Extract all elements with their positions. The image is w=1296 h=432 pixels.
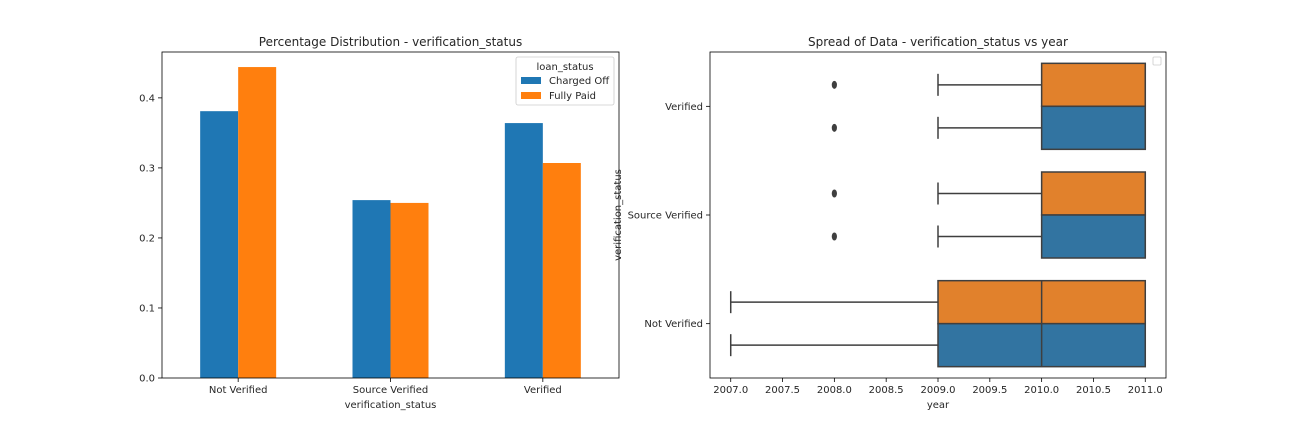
y-tick-label-verified: Verified (665, 102, 703, 113)
y-tick-label: 0.2 (139, 233, 155, 244)
box-plot-y-axis-label: verification_status (613, 169, 624, 261)
x-tick-label: 2009.5 (972, 385, 1007, 396)
bar-fully-paid-source-verified (390, 202, 429, 378)
box-plot-legend-empty (1152, 56, 1162, 66)
x-tick-label: 2008.5 (869, 385, 904, 396)
bar-fully-paid-not-verified (238, 67, 277, 378)
bar-chart-frame (161, 51, 620, 379)
x-tick-label: 2011.0 (1128, 385, 1163, 396)
box-verified-upper-iqr (1040, 62, 1147, 108)
legend-swatch-fully-paid (521, 92, 541, 99)
bar-chart-legend: loan_status Charged Off Fully Paid (515, 56, 615, 106)
y-tick-label-source-verified: Source Verified (628, 211, 703, 222)
box-verified-lower-iqr (1040, 105, 1147, 151)
bar-charged-off-not-verified (200, 111, 239, 378)
box-source-verified-upper-outlier (831, 189, 837, 198)
x-tick-label-not-verified: Not Verified (209, 385, 268, 396)
legend-label-charged-off: Charged Off (549, 76, 610, 87)
bar-chart-plot-area: Not Verified Source Verified Verified 0.0 0.… (139, 67, 581, 396)
box-source-verified-lower-iqr (1040, 214, 1147, 259)
y-tick-label: 0.1 (139, 303, 155, 314)
bar-fully-paid-verified (542, 163, 581, 378)
y-tick-label-not-verified: Not Verified (644, 319, 703, 330)
bar-chart-x-axis-label: verification_status (345, 400, 437, 411)
box-verified-lower-outlier (831, 123, 837, 132)
box-plot-frame (709, 51, 1167, 379)
x-tick-label: 2009.0 (921, 385, 956, 396)
x-tick-label-verified: Verified (524, 385, 562, 396)
box-verified-upper-outlier (831, 80, 837, 89)
x-tick-label: 2010.0 (1024, 385, 1059, 396)
box-source-verified-lower-outlier (831, 232, 837, 241)
bar-chart-title: Percentage Distribution - verification_s… (259, 35, 522, 49)
bar-charged-off-verified (504, 123, 543, 379)
legend-label-fully-paid: Fully Paid (549, 91, 596, 102)
x-tick-label: 2007.5 (765, 385, 800, 396)
box-plot-title: Spread of Data - verification_status vs … (808, 35, 1068, 49)
x-tick-label: 2010.5 (1076, 385, 1111, 396)
bar-charged-off-source-verified (352, 200, 391, 378)
legend-title: loan_status (536, 62, 593, 73)
box-plot-plot-area: 2007.0 2007.5 2008.0 2008.5 2009.0 2009.5 2010… (628, 62, 1163, 396)
x-tick-label: 2008.0 (817, 385, 852, 396)
box-plot-panel: Spread of Data - verification_status vs … (613, 35, 1167, 411)
box-source-verified-upper-iqr (1040, 171, 1147, 216)
y-tick-label: 0.3 (139, 163, 155, 174)
y-tick-label: 0.0 (139, 374, 155, 385)
box-plot-x-axis-label: year (927, 400, 950, 411)
x-tick-label-source-verified: Source Verified (353, 385, 428, 396)
x-tick-label: 2007.0 (713, 385, 748, 396)
y-tick-label: 0.4 (139, 93, 155, 104)
bar-chart-panel: Percentage Distribution - verification_s… (139, 35, 620, 411)
legend-swatch-charged-off (521, 77, 541, 84)
